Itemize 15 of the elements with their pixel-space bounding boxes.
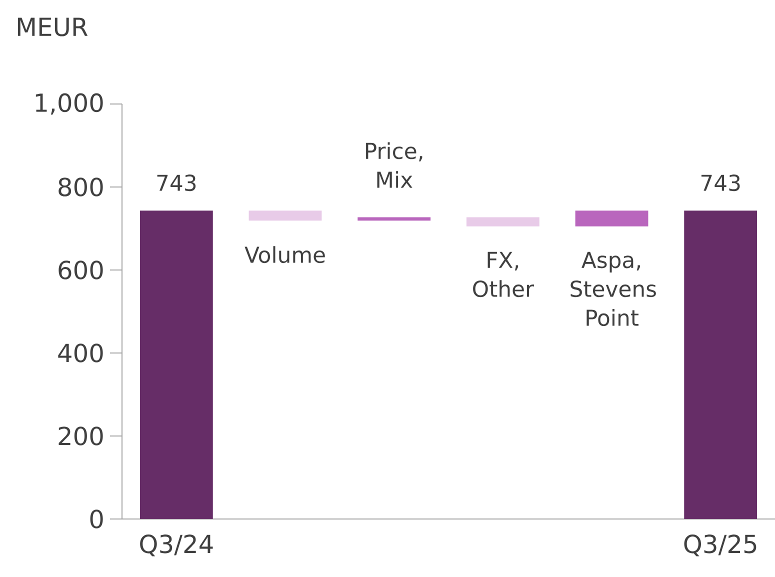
x-tick-label: Aspa, Stevens Point bbox=[570, 252, 656, 326]
y-tick-label: 800 bbox=[58, 178, 103, 196]
x-tick-label: Price, Mix bbox=[366, 142, 422, 188]
y-tick-label: 400 bbox=[58, 344, 103, 362]
y-tick-label: 0 bbox=[90, 510, 103, 528]
y-axis-title: MEUR bbox=[18, 18, 88, 36]
x-tick-label: FX, Other bbox=[473, 252, 534, 298]
x-tick-label: Q3/25 bbox=[684, 534, 756, 556]
x-tick-label: Volume bbox=[244, 246, 325, 264]
y-tick-label: 600 bbox=[58, 260, 103, 280]
x-tick-label: Q3/24 bbox=[140, 534, 213, 556]
data-label: 743 bbox=[701, 174, 740, 192]
data-label: 743 bbox=[157, 174, 196, 192]
y-tick-label: 1,000 bbox=[36, 93, 103, 115]
y-tick-label: 200 bbox=[58, 426, 103, 446]
